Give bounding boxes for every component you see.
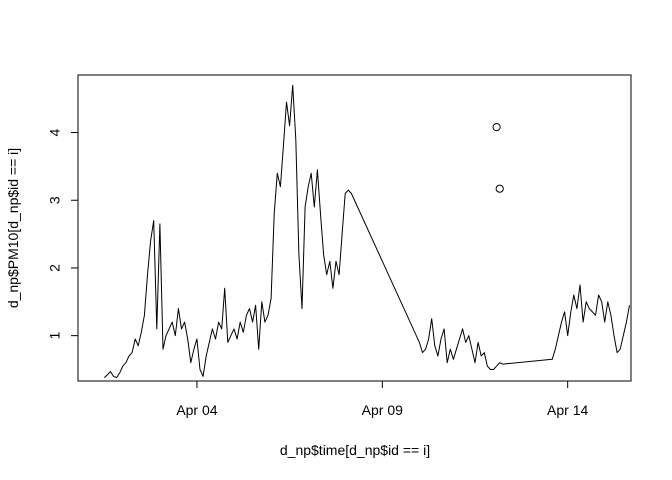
x-axis-label: d_np$time[d_np$id == i]	[280, 442, 430, 458]
plot-frame	[77, 74, 632, 382]
series-line	[103, 84, 630, 379]
y-axis: 1 2 3 4	[47, 128, 79, 340]
y-axis-label: d_np$PM10[d_np$id == i]	[5, 148, 21, 308]
x-tick-label: Apr 04	[176, 402, 217, 418]
y-tick-label: 3	[47, 196, 63, 204]
data-point	[495, 184, 504, 193]
y-tick-label: 4	[47, 128, 63, 136]
x-axis: Apr 04 Apr 09 Apr 14	[176, 380, 589, 418]
x-tick-label: Apr 14	[547, 402, 588, 418]
y-tick-label: 2	[47, 264, 63, 272]
y-tick-label: 1	[47, 332, 63, 340]
series-layer	[103, 84, 630, 379]
x-tick-label: Apr 09	[362, 402, 403, 418]
data-point	[492, 123, 501, 132]
